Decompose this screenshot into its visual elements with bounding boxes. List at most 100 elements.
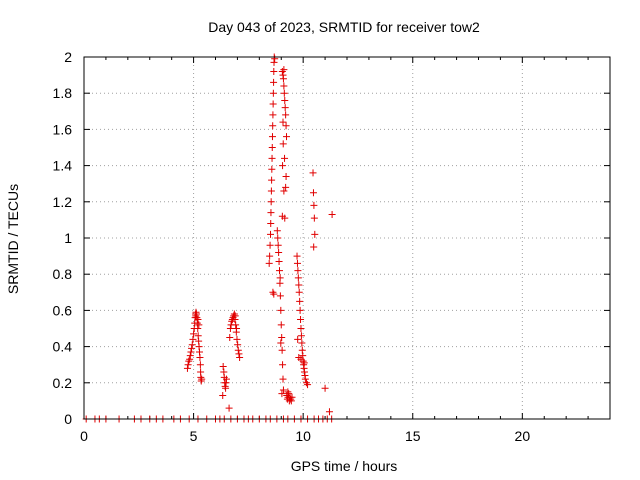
data-point [270, 78, 278, 86]
data-point [269, 288, 277, 296]
data-point [304, 381, 312, 389]
data-point [235, 350, 243, 358]
data-point [280, 82, 288, 90]
data-point [192, 312, 200, 320]
data-point [310, 201, 318, 209]
data-point [297, 315, 305, 323]
data-point [293, 259, 301, 267]
data-point [183, 364, 191, 372]
data-point [281, 104, 289, 112]
data-point [230, 310, 238, 318]
y-tick-label: 0.8 [53, 266, 73, 282]
data-point [233, 325, 241, 332]
data-point [198, 375, 206, 383]
data-point [310, 214, 318, 222]
data-point [321, 384, 329, 392]
y-tick-label: 1 [64, 230, 72, 246]
data-point [280, 187, 288, 195]
data-point [234, 346, 242, 354]
data-point [281, 214, 289, 222]
data-point [296, 306, 304, 314]
y-tick-label: 0 [64, 411, 72, 427]
data-point [266, 252, 274, 260]
data-point [228, 317, 236, 325]
data-point [267, 187, 275, 195]
data-point [184, 361, 192, 369]
data-point [265, 259, 273, 267]
data-point [294, 335, 302, 343]
y-tick-label: 2 [64, 49, 72, 65]
data-point [268, 165, 276, 173]
y-tick-label: 0.6 [53, 302, 73, 318]
data-point [277, 321, 285, 329]
data-point [295, 288, 303, 296]
data-point [280, 66, 288, 74]
data-point [274, 241, 282, 249]
data-point [302, 379, 310, 387]
data-point [188, 344, 196, 352]
data-point [279, 361, 287, 369]
data-point [297, 355, 305, 363]
data-point [325, 408, 333, 416]
data-point [234, 341, 242, 349]
data-point [279, 75, 287, 83]
data-point [226, 334, 234, 342]
x-tick-label: 10 [295, 428, 311, 444]
data-point [279, 162, 287, 170]
data-point [269, 122, 277, 130]
x-tick-label: 5 [190, 428, 198, 444]
data-point [297, 325, 305, 332]
axis-ticks: 0 5 10 15 20 0 0.2 0.4 0.6 0.8 1 1.2 1.4 1.6 1.8 2 [53, 49, 610, 444]
data-point [226, 325, 234, 332]
data-point [283, 133, 291, 141]
y-tick-label: 0.2 [53, 375, 73, 391]
data-point [296, 297, 304, 305]
data-point [328, 210, 336, 218]
data-point [194, 325, 202, 332]
data-point [297, 332, 305, 340]
data-point [273, 227, 281, 235]
data-point [268, 144, 276, 151]
data-point [280, 89, 288, 97]
data-point [225, 404, 233, 412]
data-point [282, 183, 290, 191]
data-point [269, 111, 277, 119]
data-point [282, 111, 290, 119]
data-point [301, 375, 309, 383]
x-tick-label: 0 [80, 428, 88, 444]
data-point [279, 375, 287, 383]
data-point [278, 390, 286, 398]
data-point [309, 189, 317, 197]
data-point [267, 198, 275, 206]
data-point [219, 363, 227, 371]
data-point [196, 353, 204, 361]
data-point [276, 274, 284, 282]
data-point [281, 96, 289, 104]
data-point [185, 357, 193, 365]
y-axis-label: SRMTID / TECUs [5, 184, 21, 294]
x-tick-label: 20 [515, 428, 531, 444]
data-point [195, 321, 203, 329]
data-point [190, 330, 198, 338]
data-point [310, 243, 318, 251]
data-point [267, 230, 275, 238]
data-point [285, 390, 293, 398]
data-point [269, 100, 277, 108]
data-point [282, 172, 290, 180]
grid [84, 57, 610, 419]
data-point [186, 355, 194, 363]
data-point [287, 395, 295, 403]
data-point [189, 335, 197, 343]
data-point [187, 348, 195, 356]
data-point [275, 248, 283, 256]
data-point [233, 335, 241, 343]
data-point [274, 234, 282, 242]
data-point [278, 334, 286, 342]
x-axis-label: GPS time / hours [291, 458, 398, 474]
data-point [222, 375, 230, 383]
y-tick-label: 1.6 [53, 121, 73, 137]
data-point [275, 258, 283, 266]
data-point [275, 267, 283, 275]
data-point [196, 361, 204, 369]
